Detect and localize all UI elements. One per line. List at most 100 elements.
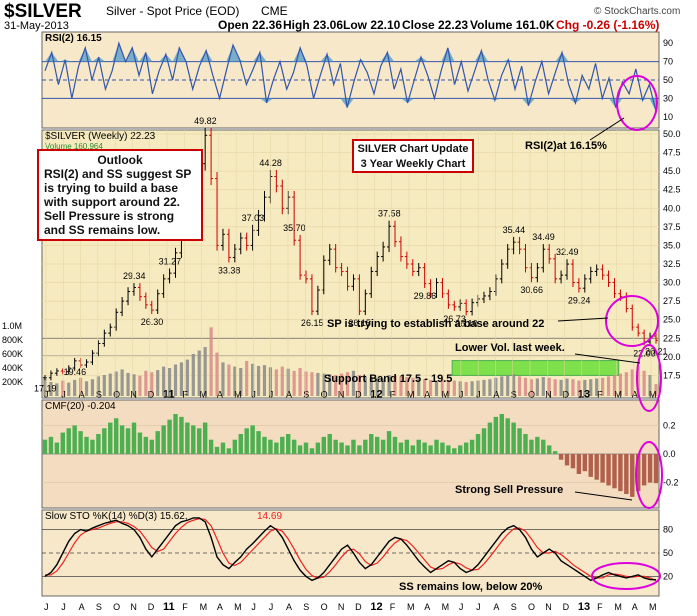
sto-x-label: N bbox=[545, 602, 552, 612]
price-annotation: 35.70 bbox=[283, 223, 306, 233]
cmf-bar bbox=[576, 454, 582, 474]
cmf-bar bbox=[54, 442, 60, 454]
cmf-bar bbox=[357, 445, 362, 454]
sto-x-label: O bbox=[528, 602, 535, 612]
price-tick: 50.0 bbox=[663, 129, 681, 139]
cmf-bar bbox=[351, 439, 356, 454]
volume-bar bbox=[399, 376, 403, 396]
volume-bar bbox=[512, 374, 516, 396]
price-annotation: 26.15 bbox=[301, 318, 324, 328]
price-x-label: M bbox=[200, 390, 208, 400]
cmf-bar bbox=[286, 434, 291, 454]
cmf-bar bbox=[226, 448, 232, 454]
volume-bar bbox=[298, 368, 302, 396]
volume-bar bbox=[245, 361, 249, 396]
volume-bar bbox=[90, 379, 95, 396]
cmf-bar bbox=[535, 436, 540, 454]
price-x-label: O bbox=[321, 390, 328, 400]
base-callout-arrow bbox=[557, 317, 609, 322]
volume-bar bbox=[583, 379, 587, 396]
cmf-bar bbox=[630, 454, 635, 497]
cmf-bar bbox=[333, 439, 338, 454]
price-tick: 37.5 bbox=[663, 222, 681, 232]
volume-bar bbox=[369, 377, 373, 396]
price-x-label: F bbox=[390, 390, 396, 400]
price-tick: 32.5 bbox=[663, 259, 681, 269]
volume-bar bbox=[405, 377, 409, 396]
cmf-bar bbox=[48, 436, 54, 454]
volume-bar bbox=[334, 375, 338, 396]
cmf-bar bbox=[197, 428, 202, 454]
cmf-bar bbox=[600, 454, 605, 483]
cmf-bar bbox=[582, 454, 588, 472]
volume-bar bbox=[624, 372, 628, 396]
volume-bar bbox=[363, 376, 367, 396]
price-x-label: A bbox=[79, 390, 85, 400]
cmf-bar bbox=[96, 434, 101, 454]
volume-bar bbox=[73, 379, 77, 396]
outlook-body: RSI(2) and SS suggest SP is trying to bu… bbox=[44, 167, 192, 237]
volume-bar bbox=[322, 373, 326, 396]
rsi-tick: 30 bbox=[663, 93, 673, 103]
cmf-bar bbox=[612, 454, 617, 489]
header-date: 31-May-2013 bbox=[4, 20, 69, 32]
rsi-callout: RSI(2)at 16.15% bbox=[525, 140, 607, 152]
cmf-bar bbox=[102, 428, 107, 454]
volume-bar bbox=[239, 368, 243, 396]
sto-x-label: F bbox=[390, 602, 396, 612]
sto-title-d: 14.69 bbox=[257, 511, 282, 522]
sto-x-label: J bbox=[476, 602, 481, 612]
price-title: $SILVER (Weekly) 22.23 bbox=[45, 131, 156, 142]
header-change: Chg -0.26 (-1.16%) bbox=[556, 18, 660, 32]
sto-x-label: A bbox=[79, 602, 85, 612]
volume-bar bbox=[233, 366, 237, 396]
cmf-tick: 0.0 bbox=[663, 449, 676, 459]
volume-bar bbox=[559, 379, 563, 396]
price-tick: 40.0 bbox=[663, 203, 681, 213]
header-close: Close 22.23 bbox=[402, 18, 469, 32]
sto-x-label: A bbox=[493, 602, 499, 612]
sto-x-label: J bbox=[459, 602, 464, 612]
cmf-bar bbox=[505, 418, 510, 454]
volume-tick: 1.0M bbox=[2, 321, 22, 331]
cmf-bar bbox=[220, 442, 226, 454]
sto-tick: 20 bbox=[663, 571, 673, 581]
price-annotation: 26.15 bbox=[348, 318, 371, 328]
price-annotation: 19.46 bbox=[64, 367, 87, 377]
price-annotation: 30.66 bbox=[520, 285, 543, 295]
volume-callout: Lower Vol. last week. bbox=[455, 342, 565, 354]
rsi-tick: 70 bbox=[663, 57, 673, 67]
volume-bar bbox=[292, 370, 296, 396]
cmf-bar bbox=[374, 436, 380, 454]
volume-bar bbox=[120, 369, 124, 396]
cmf-bar bbox=[173, 414, 178, 454]
price-x-label: A bbox=[217, 390, 223, 400]
volume-bar bbox=[547, 377, 551, 396]
price-annotation: 35.44 bbox=[503, 225, 526, 235]
cmf-bar bbox=[42, 439, 48, 454]
sto-x-label: M bbox=[407, 602, 415, 612]
cmf-bar bbox=[541, 439, 546, 454]
price-annotation: 49.82 bbox=[194, 116, 217, 126]
price-x-label: M bbox=[442, 390, 450, 400]
price-tick: 47.5 bbox=[663, 148, 681, 158]
volume-bar bbox=[618, 373, 623, 396]
volume-tick: 800K bbox=[2, 335, 23, 345]
sto-x-label: D bbox=[563, 602, 570, 612]
volume-bar bbox=[351, 370, 356, 396]
volume-bar bbox=[393, 375, 397, 396]
sto-x-label: 13 bbox=[578, 601, 590, 613]
price-tick: 35.0 bbox=[663, 240, 681, 250]
price-annotation: 26.73 bbox=[443, 314, 466, 324]
cmf-bar bbox=[214, 446, 220, 454]
cmf-bar bbox=[345, 445, 350, 454]
cmf-bar bbox=[108, 422, 113, 454]
volume-bar bbox=[636, 366, 640, 396]
sto-x-label: A bbox=[217, 602, 223, 612]
volume-bar bbox=[565, 378, 569, 396]
cmf-bar bbox=[624, 454, 629, 494]
price-x-label: S bbox=[96, 390, 102, 400]
rsi-title: RSI(2) 16.15 bbox=[45, 33, 102, 44]
sto-x-label: J bbox=[251, 602, 256, 612]
